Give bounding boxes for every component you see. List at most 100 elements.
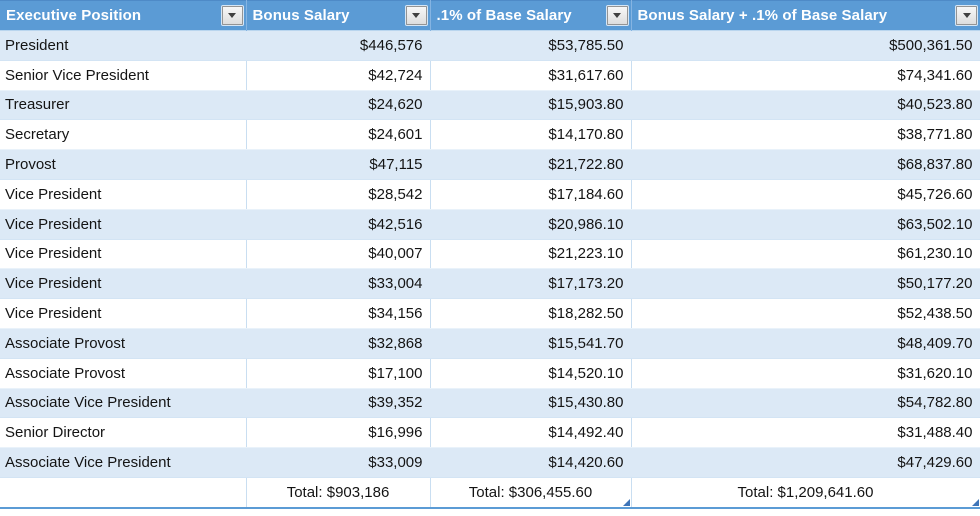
cell-pct-base-salary[interactable]: $14,492.40 xyxy=(430,417,632,449)
chevron-down-icon xyxy=(613,13,621,18)
cell-pct-base-salary[interactable]: $15,903.80 xyxy=(430,90,632,121)
cell-bonus-salary[interactable]: $34,156 xyxy=(246,298,431,329)
cell-executive-position[interactable]: Senior Vice President xyxy=(0,60,247,91)
total-label: Total: $1,209,641.60 xyxy=(737,483,874,501)
cell-bonus-salary[interactable]: $33,004 xyxy=(246,268,431,300)
total-row: Total: $903,186 Total: $306,455.60 Total… xyxy=(0,476,980,508)
total-label: Total: $306,455.60 xyxy=(468,483,593,501)
cell-executive-position[interactable]: Associate Provost xyxy=(0,328,247,359)
table-row: Associate Vice President $39,352 $15,430.8… xyxy=(0,388,980,419)
cell-pct-base-salary[interactable]: $20,986.10 xyxy=(430,209,632,240)
filter-dropdown-button[interactable] xyxy=(405,6,427,25)
cell-executive-position[interactable]: Vice President xyxy=(0,268,247,300)
cell-pct-base-salary[interactable]: $15,430.80 xyxy=(430,388,632,419)
total-cell-empty[interactable] xyxy=(0,476,247,508)
cell-executive-position[interactable]: Vice President xyxy=(0,298,247,329)
cell-pct-base-salary[interactable]: $14,420.60 xyxy=(430,447,632,478)
cell-bonus-plus-pct[interactable]: $54,782.80 xyxy=(631,388,980,419)
cell-bonus-salary[interactable]: $33,009 xyxy=(246,447,431,478)
table-row: Vice President $33,004 $17,173.20 $50,177.2… xyxy=(0,268,980,300)
table-row: Vice President $28,542 $17,184.60 $45,726.6… xyxy=(0,179,980,210)
total-cell-pct-base-salary[interactable]: Total: $306,455.60 xyxy=(430,476,632,508)
cell-executive-position[interactable]: Vice President xyxy=(0,179,247,210)
cell-executive-position[interactable]: Associate Vice President xyxy=(0,388,247,419)
cell-bonus-plus-pct[interactable]: $52,438.50 xyxy=(631,298,980,329)
cell-bonus-salary[interactable]: $17,100 xyxy=(246,358,431,389)
table-row: President $446,576 $53,785.50 $500,361.50 xyxy=(0,30,980,61)
cell-bonus-plus-pct[interactable]: $31,488.40 xyxy=(631,417,980,449)
cell-pct-base-salary[interactable]: $15,541.70 xyxy=(430,328,632,359)
cell-bonus-plus-pct[interactable]: $63,502.10 xyxy=(631,209,980,240)
cell-pct-base-salary[interactable]: $14,520.10 xyxy=(430,358,632,389)
cell-executive-position[interactable]: Secretary xyxy=(0,119,247,151)
cell-bonus-plus-pct[interactable]: $48,409.70 xyxy=(631,328,980,359)
cell-bonus-salary[interactable]: $47,115 xyxy=(246,149,431,180)
cell-executive-position[interactable]: Associate Vice President xyxy=(0,447,247,478)
chevron-down-icon xyxy=(228,13,236,18)
cell-pct-base-salary[interactable]: $21,722.80 xyxy=(430,149,632,180)
cell-pct-base-salary[interactable]: $53,785.50 xyxy=(430,30,632,61)
column-header-label: Bonus Salary + .1% of Base Salary xyxy=(637,7,888,24)
cell-bonus-salary[interactable]: $28,542 xyxy=(246,179,431,210)
cell-bonus-plus-pct[interactable]: $45,726.60 xyxy=(631,179,980,210)
column-header-bonus-plus-pct: Bonus Salary + .1% of Base Salary xyxy=(631,0,980,31)
column-header-label: .1% of Base Salary xyxy=(436,7,572,24)
chevron-down-icon xyxy=(962,13,971,18)
column-header-bonus-salary: Bonus Salary xyxy=(246,0,431,31)
table-header-row: Executive Position Bonus Salary .1% of B… xyxy=(0,0,980,31)
cell-bonus-salary[interactable]: $446,576 xyxy=(246,30,431,61)
cell-bonus-plus-pct[interactable]: $500,361.50 xyxy=(631,30,980,61)
table-row: Provost $47,115 $21,722.80 $68,837.80 xyxy=(0,149,980,180)
cell-executive-position[interactable]: Senior Director xyxy=(0,417,247,449)
filter-dropdown-button[interactable] xyxy=(221,6,243,25)
cell-bonus-salary[interactable]: $42,724 xyxy=(246,60,431,91)
table-row: Senior Vice President $42,724 $31,617.60 $7… xyxy=(0,60,980,91)
cell-executive-position[interactable]: Vice President xyxy=(0,239,247,270)
table-row: Associate Vice President $33,009 $14,420.6… xyxy=(0,447,980,478)
cell-bonus-plus-pct[interactable]: $74,341.60 xyxy=(631,60,980,91)
cell-bonus-plus-pct[interactable]: $61,230.10 xyxy=(631,239,980,270)
table-row: Treasurer $24,620 $15,903.80 $40,523.80 xyxy=(0,90,980,121)
cell-executive-position[interactable]: Provost xyxy=(0,149,247,180)
cell-bonus-salary[interactable]: $24,620 xyxy=(246,90,431,121)
cell-bonus-plus-pct[interactable]: $50,177.20 xyxy=(631,268,980,300)
filter-dropdown-button[interactable] xyxy=(956,6,977,25)
cell-executive-position[interactable]: Vice President xyxy=(0,209,247,240)
table-resize-handle[interactable] xyxy=(622,498,630,506)
cell-executive-position[interactable]: Associate Provost xyxy=(0,358,247,389)
filter-dropdown-button[interactable] xyxy=(606,6,628,25)
cell-bonus-salary[interactable]: $16,996 xyxy=(246,417,431,449)
cell-bonus-salary[interactable]: $32,868 xyxy=(246,328,431,359)
cell-pct-base-salary[interactable]: $14,170.80 xyxy=(430,119,632,151)
total-cell-bonus-plus-pct[interactable]: Total: $1,209,641.60 xyxy=(631,476,980,508)
cell-bonus-plus-pct[interactable]: $40,523.80 xyxy=(631,90,980,121)
cell-bonus-plus-pct[interactable]: $31,620.10 xyxy=(631,358,980,389)
cell-bonus-salary[interactable]: $39,352 xyxy=(246,388,431,419)
table-row: Vice President $34,156 $18,282.50 $52,438.5… xyxy=(0,298,980,329)
table-body: President $446,576 $53,785.50 $500,361.50 Se… xyxy=(0,30,980,478)
cell-bonus-plus-pct[interactable]: $38,771.80 xyxy=(631,119,980,151)
column-header-label: Executive Position xyxy=(6,7,142,24)
cell-executive-position[interactable]: Treasurer xyxy=(0,90,247,121)
table-resize-handle[interactable] xyxy=(971,498,979,506)
cell-pct-base-salary[interactable]: $31,617.60 xyxy=(430,60,632,91)
table-row: Senior Director $16,996 $14,492.40 $31,488.… xyxy=(0,417,980,449)
total-cell-bonus-salary[interactable]: Total: $903,186 xyxy=(246,476,431,508)
table-row: Associate Provost $32,868 $15,541.70 $48,40… xyxy=(0,328,980,359)
cell-bonus-salary[interactable]: $40,007 xyxy=(246,239,431,270)
cell-pct-base-salary[interactable]: $21,223.10 xyxy=(430,239,632,270)
cell-bonus-plus-pct[interactable]: $47,429.60 xyxy=(631,447,980,478)
cell-pct-base-salary[interactable]: $17,173.20 xyxy=(430,268,632,300)
cell-bonus-salary[interactable]: $24,601 xyxy=(246,119,431,151)
cell-bonus-plus-pct[interactable]: $68,837.80 xyxy=(631,149,980,180)
table-row: Associate Provost $17,100 $14,520.10 $31,62… xyxy=(0,358,980,389)
cell-executive-position[interactable]: President xyxy=(0,30,247,61)
cell-pct-base-salary[interactable]: $18,282.50 xyxy=(430,298,632,329)
cell-pct-base-salary[interactable]: $17,184.60 xyxy=(430,179,632,210)
column-header-pct-base-salary: .1% of Base Salary xyxy=(430,0,632,31)
cell-bonus-salary[interactable]: $42,516 xyxy=(246,209,431,240)
total-label: Total: $903,186 xyxy=(286,483,390,501)
column-header-executive-position: Executive Position xyxy=(0,0,247,31)
column-header-label: Bonus Salary xyxy=(252,7,350,24)
